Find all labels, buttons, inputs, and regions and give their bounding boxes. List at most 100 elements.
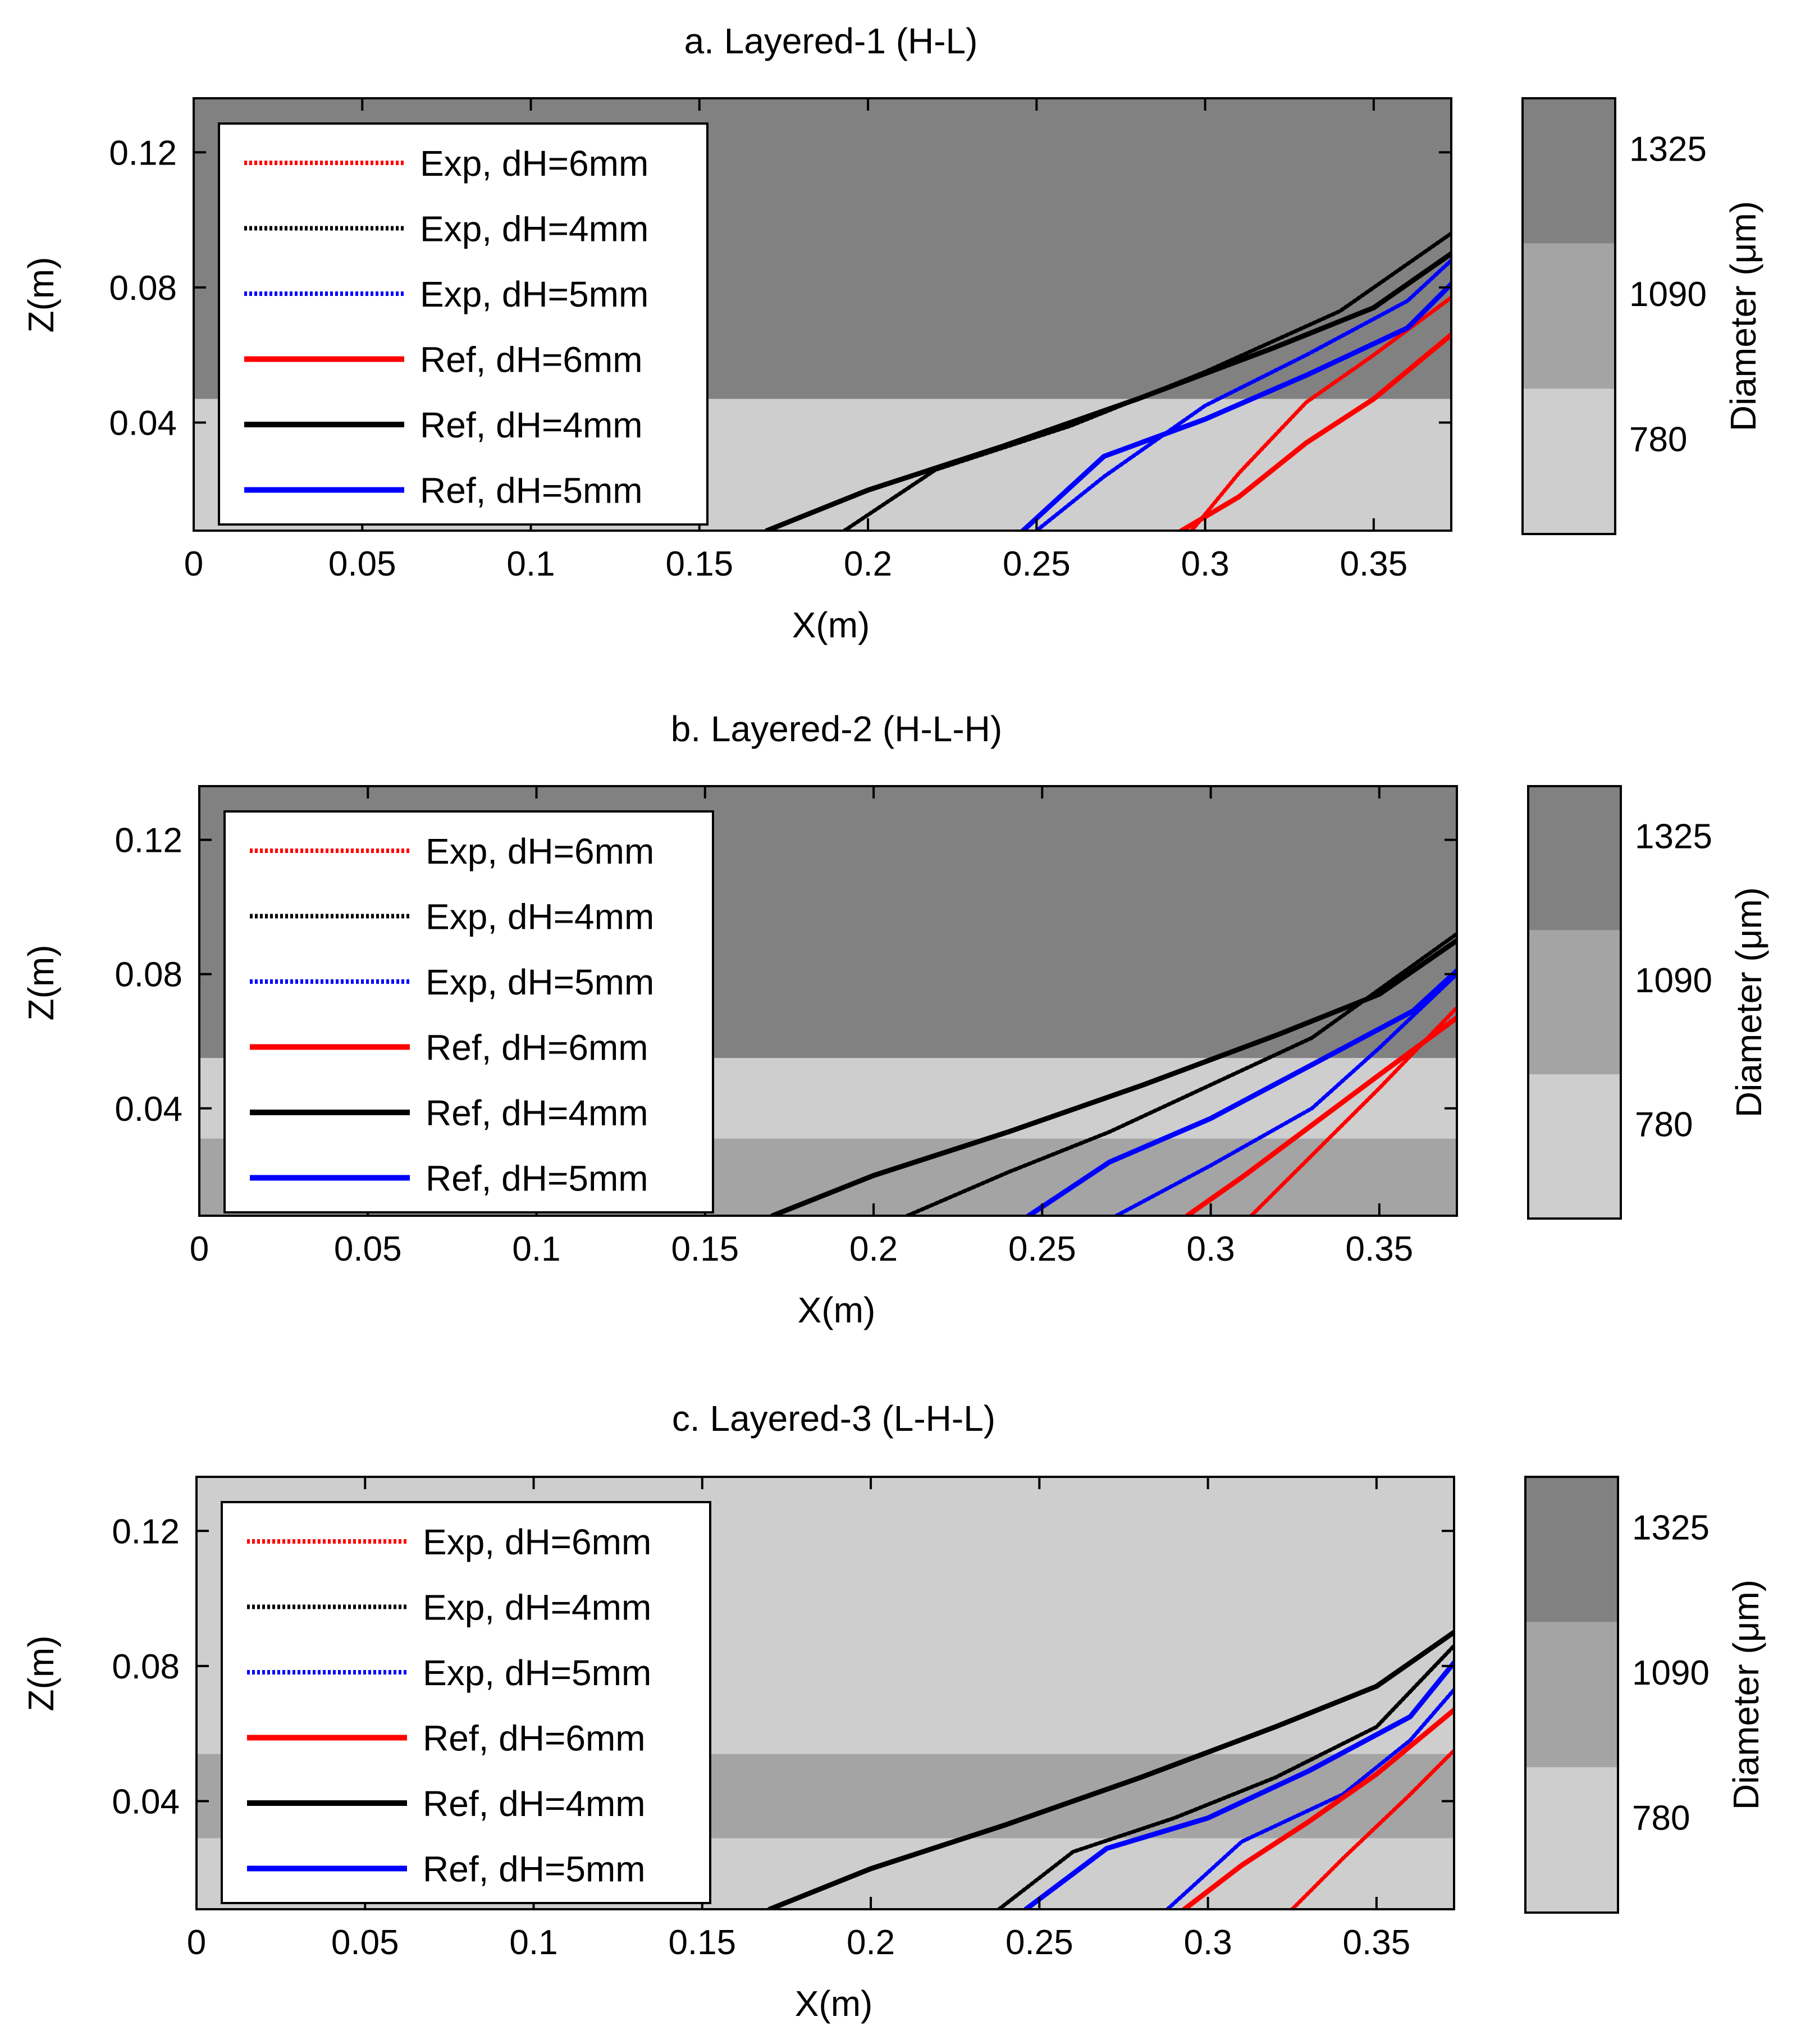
colorbar-label: Diameter (μm)	[1729, 887, 1769, 1117]
series-line-ref-black	[764, 251, 1451, 531]
x-axis-label: X(m)	[792, 605, 870, 645]
legend-label: Exp, dH=6mm	[426, 831, 654, 872]
colorbar-segment-dark	[1523, 98, 1615, 244]
legend-label: Exp, dH=4mm	[423, 1587, 651, 1628]
y-axis-label: Z(m)	[21, 945, 61, 1020]
legend-box	[221, 1501, 711, 1904]
x-tick-label: 0	[187, 1923, 206, 1962]
legend-box	[218, 122, 709, 526]
chart-title: b. Layered-2 (H-L-H)	[671, 709, 1002, 749]
x-axis-label: X(m)	[795, 1983, 873, 2024]
x-tick-label: 0.2	[849, 1230, 898, 1269]
x-tick-label: 0.2	[847, 1923, 895, 1962]
y-tick-label: 0.04	[115, 1090, 182, 1129]
y-tick-label: 0.12	[109, 134, 177, 172]
y-tick-label: 0.08	[115, 956, 182, 994]
x-tick-label: 0.35	[1340, 545, 1408, 583]
colorbar-label: Diameter (μm)	[1723, 201, 1763, 431]
legend-label: Ref, dH=4mm	[423, 1783, 646, 1824]
colorbar-tick-label: 780	[1629, 421, 1687, 459]
legend-label: Ref, dH=6mm	[420, 340, 643, 380]
colorbar-frame	[1521, 97, 1616, 535]
series-line-exp-blue	[1034, 258, 1451, 531]
series-line-exp-blue	[1165, 1687, 1454, 1909]
legend-label: Ref, dH=5mm	[420, 471, 643, 511]
y-tick-label: 0.04	[112, 1783, 180, 1822]
colorbar-segment-medium	[1525, 1622, 1618, 1768]
x-tick-label: 0.1	[512, 1230, 560, 1269]
series-line-exp-red	[1290, 1748, 1454, 1909]
legend-label: Ref, dH=5mm	[423, 1849, 646, 1890]
x-tick-label: 0.1	[506, 545, 555, 583]
colorbar-segment-medium	[1528, 930, 1621, 1075]
colorbar-segment-dark	[1525, 1477, 1618, 1622]
colorbar-tick-label: 780	[1632, 1799, 1690, 1838]
chart-title: a. Layered-1 (H-L)	[684, 21, 978, 61]
legend-label: Exp, dH=5mm	[420, 274, 648, 314]
series-line-exp-black	[905, 932, 1457, 1216]
legend-label: Ref, dH=6mm	[426, 1028, 648, 1068]
chart-title: c. Layered-3 (L-H-L)	[672, 1398, 995, 1439]
y-axis-label: Z(m)	[21, 257, 61, 332]
y-tick-label: 0.12	[112, 1512, 180, 1551]
x-tick-label: 0.05	[334, 1230, 402, 1269]
series-line-ref-red	[1179, 332, 1451, 531]
x-tick-label: 0.15	[665, 545, 733, 583]
colorbar-segment-dark	[1528, 786, 1621, 930]
x-tick-label: 0.35	[1346, 1230, 1414, 1269]
x-tick-label: 0.25	[1005, 1923, 1073, 1962]
x-tick-label: 0.15	[668, 1923, 736, 1962]
series-line-ref-blue	[1026, 968, 1457, 1216]
colorbar-frame	[1524, 1476, 1619, 1914]
series-line-ref-blue	[1020, 281, 1451, 531]
x-tick-label: 0.3	[1181, 545, 1229, 583]
plot-frame	[198, 785, 1458, 1217]
colorbar-segment-medium	[1523, 243, 1615, 389]
colorbar-tick-label: 1325	[1635, 817, 1712, 856]
x-tick-label: 0.05	[328, 545, 396, 583]
colorbar-segment-light	[1525, 1767, 1618, 1913]
legend-label: Exp, dH=4mm	[420, 209, 648, 249]
colorbar-frame	[1527, 785, 1622, 1220]
x-axis-label: X(m)	[798, 1290, 876, 1330]
legend-label: Ref, dH=6mm	[423, 1718, 646, 1759]
colorbar-tick-label: 1325	[1629, 130, 1707, 168]
colorbar-tick-label: 1090	[1635, 961, 1712, 1000]
x-tick-label: 0.3	[1184, 1923, 1232, 1962]
colorbar-tick-label: 1090	[1629, 275, 1707, 314]
x-tick-label: 0.05	[331, 1923, 399, 1962]
series-line-exp-blue	[1114, 972, 1457, 1216]
x-tick-label: 0.35	[1343, 1923, 1411, 1962]
x-tick-label: 0.15	[671, 1230, 739, 1269]
series-line-ref-black	[767, 1630, 1454, 1909]
plot-frame	[195, 1476, 1455, 1910]
panel-b: 0 0.05 0.1 0.15 0.2 0.25 0.3 0.35 0.04 0.08 0.12 b.…	[21, 709, 1769, 1330]
y-tick-label: 0.04	[109, 404, 177, 443]
x-tick-label: 0.25	[1008, 1230, 1076, 1269]
legend-label: Ref, dH=4mm	[426, 1093, 648, 1133]
legend-label: Ref, dH=4mm	[420, 405, 643, 445]
x-tick-label: 0.1	[509, 1923, 557, 1962]
series-line-ref-blue	[1023, 1660, 1454, 1909]
colorbar-tick-label: 780	[1635, 1106, 1693, 1144]
colorbar-segment-light	[1528, 1074, 1621, 1219]
legend-label: Exp, dH=6mm	[423, 1522, 651, 1562]
x-tick-label: 0	[184, 545, 203, 583]
x-tick-label: 0.25	[1003, 545, 1071, 583]
panel-c: 0 0.05 0.1 0.15 0.2 0.25 0.3 0.35 0.04 0.08 0.12 c.…	[21, 1398, 1766, 2024]
legend-box	[223, 810, 714, 1213]
y-axis-label: Z(m)	[21, 1635, 61, 1711]
y-tick-label: 0.08	[112, 1648, 180, 1686]
series-line-ref-red	[1185, 1015, 1457, 1216]
colorbar-segment-light	[1523, 389, 1615, 534]
x-tick-label: 0.2	[844, 545, 892, 583]
series-line-exp-black	[997, 1644, 1454, 1909]
colorbar-tick-label: 1090	[1632, 1654, 1710, 1692]
legend-label: Exp, dH=6mm	[420, 143, 648, 184]
panel-a: 0 0.05 0.1 0.15 0.2 0.25 0.3 0.35 0.04 0.08 0.12 a.…	[21, 21, 1763, 645]
legend-label: Exp, dH=4mm	[426, 897, 654, 937]
series-line-ref-black	[770, 938, 1457, 1216]
legend-label: Exp, dH=5mm	[423, 1653, 651, 1693]
colorbar-tick-label: 1325	[1632, 1508, 1710, 1547]
